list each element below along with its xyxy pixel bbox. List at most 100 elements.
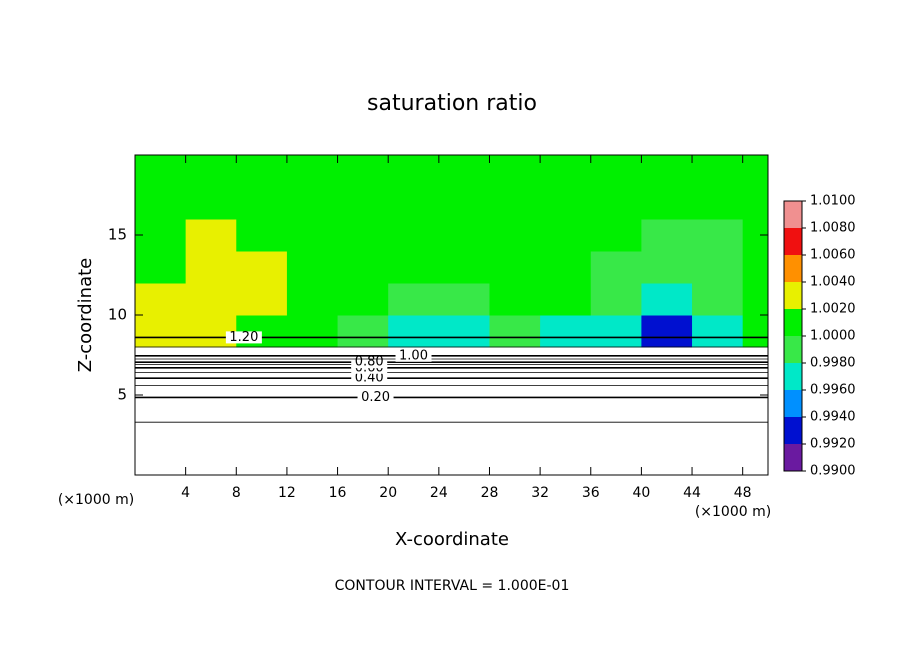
colorbar-label: 1.0100 bbox=[810, 194, 856, 209]
chart-title: saturation ratio bbox=[367, 91, 537, 116]
colorbar-swatch bbox=[784, 444, 802, 471]
field-cell bbox=[590, 283, 642, 316]
colorbar-label: 0.9920 bbox=[810, 437, 856, 452]
field-cell bbox=[438, 155, 490, 188]
field-cell bbox=[286, 187, 339, 220]
field-cell bbox=[540, 283, 592, 316]
field-cell bbox=[337, 219, 389, 252]
x-tick-label: 12 bbox=[278, 485, 296, 501]
field-cell bbox=[489, 315, 541, 348]
field-cell bbox=[489, 219, 541, 252]
field-cell bbox=[185, 219, 237, 252]
colorbar-label: 0.9960 bbox=[810, 383, 856, 398]
field-cell bbox=[236, 187, 288, 220]
field-cell bbox=[742, 315, 769, 348]
field-cell bbox=[742, 187, 769, 220]
field-cell bbox=[692, 219, 744, 252]
field-cell bbox=[692, 283, 744, 316]
colorbar-swatch bbox=[784, 228, 802, 255]
contour-label: 0.20 bbox=[361, 390, 390, 405]
field-cell bbox=[641, 283, 693, 316]
field-cell bbox=[236, 155, 288, 188]
field-cell bbox=[590, 219, 642, 252]
x-axis-title: X-coordinate bbox=[395, 529, 509, 550]
field-cell bbox=[388, 251, 440, 284]
field-cell bbox=[185, 155, 237, 188]
contour-label: 0.80 bbox=[355, 355, 384, 370]
field-cell bbox=[692, 187, 744, 220]
field-cell bbox=[286, 251, 339, 284]
colorbar-label: 1.0040 bbox=[810, 275, 856, 290]
x-tick-label: 4 bbox=[181, 485, 190, 501]
field-cell bbox=[135, 251, 187, 284]
x-tick-label: 40 bbox=[632, 485, 650, 501]
field-cell bbox=[286, 219, 339, 252]
field-cell bbox=[337, 155, 389, 188]
field-cell bbox=[641, 187, 693, 220]
field-cell bbox=[438, 251, 490, 284]
colorbar-label: 1.0080 bbox=[810, 221, 856, 236]
field-cell bbox=[692, 251, 744, 284]
x-tick-label: 16 bbox=[329, 485, 347, 501]
contour-label-bg bbox=[351, 372, 388, 385]
x-tick-label: 28 bbox=[481, 485, 499, 501]
y-tick-label: 10 bbox=[108, 306, 127, 324]
colorbar-label: 0.9980 bbox=[810, 356, 856, 371]
field-cell bbox=[337, 315, 389, 348]
field-cell bbox=[135, 315, 187, 348]
colorbar-label: 1.0020 bbox=[810, 302, 856, 317]
x-tick-label: 44 bbox=[683, 485, 701, 501]
footer-note: CONTOUR INTERVAL = 1.000E-01 bbox=[335, 578, 570, 594]
contour-label: 1.20 bbox=[229, 330, 258, 345]
field-cell bbox=[641, 219, 693, 252]
colorbar-swatch bbox=[784, 417, 802, 444]
field-cell bbox=[388, 187, 440, 220]
field-cell bbox=[388, 315, 440, 348]
contour-label: 0.40 bbox=[355, 371, 384, 386]
field-cell bbox=[540, 155, 592, 188]
field-cell bbox=[286, 155, 339, 188]
colorbar-swatch bbox=[784, 336, 802, 363]
field-cell bbox=[286, 283, 339, 316]
field-cell bbox=[489, 251, 541, 284]
y-axis-title: Z-coordinate bbox=[75, 258, 96, 373]
field-cell bbox=[438, 283, 490, 316]
x-tick-label: 32 bbox=[531, 485, 549, 501]
colorbar-label: 0.9900 bbox=[810, 464, 856, 479]
x-tick-label: 8 bbox=[232, 485, 241, 501]
x-tick-label: 36 bbox=[582, 485, 600, 501]
field-cell bbox=[286, 315, 339, 348]
field-cell bbox=[388, 155, 440, 188]
field-cell bbox=[489, 155, 541, 188]
field-cell bbox=[590, 315, 642, 348]
colorbar-swatch bbox=[784, 309, 802, 336]
y-unit: (×1000 m) bbox=[58, 492, 134, 508]
x-tick-label: 24 bbox=[430, 485, 448, 501]
field-cell bbox=[337, 187, 389, 220]
field-cell bbox=[590, 187, 642, 220]
y-tick-label: 5 bbox=[117, 386, 127, 404]
colorbar-swatch bbox=[784, 255, 802, 282]
x-unit: (×1000 m) bbox=[695, 504, 771, 520]
field-cell bbox=[590, 155, 642, 188]
field-cell bbox=[540, 251, 592, 284]
contour-label-bg bbox=[395, 349, 432, 362]
field-cell bbox=[135, 187, 187, 220]
field-cell bbox=[489, 187, 541, 220]
field-cell bbox=[742, 283, 769, 316]
x-tick-label: 20 bbox=[379, 485, 397, 501]
field-cell bbox=[742, 251, 769, 284]
colorbar-swatch bbox=[784, 282, 802, 309]
field-cell bbox=[185, 187, 237, 220]
field-cell bbox=[438, 315, 490, 348]
field-cell bbox=[135, 155, 187, 188]
colorbar-swatch bbox=[784, 390, 802, 417]
field-cell bbox=[388, 283, 440, 316]
field-cell bbox=[185, 251, 237, 284]
field-cell bbox=[185, 283, 237, 316]
field-cell bbox=[438, 187, 490, 220]
field-cell bbox=[641, 251, 693, 284]
field-cell bbox=[236, 251, 288, 284]
field-cell bbox=[388, 219, 440, 252]
